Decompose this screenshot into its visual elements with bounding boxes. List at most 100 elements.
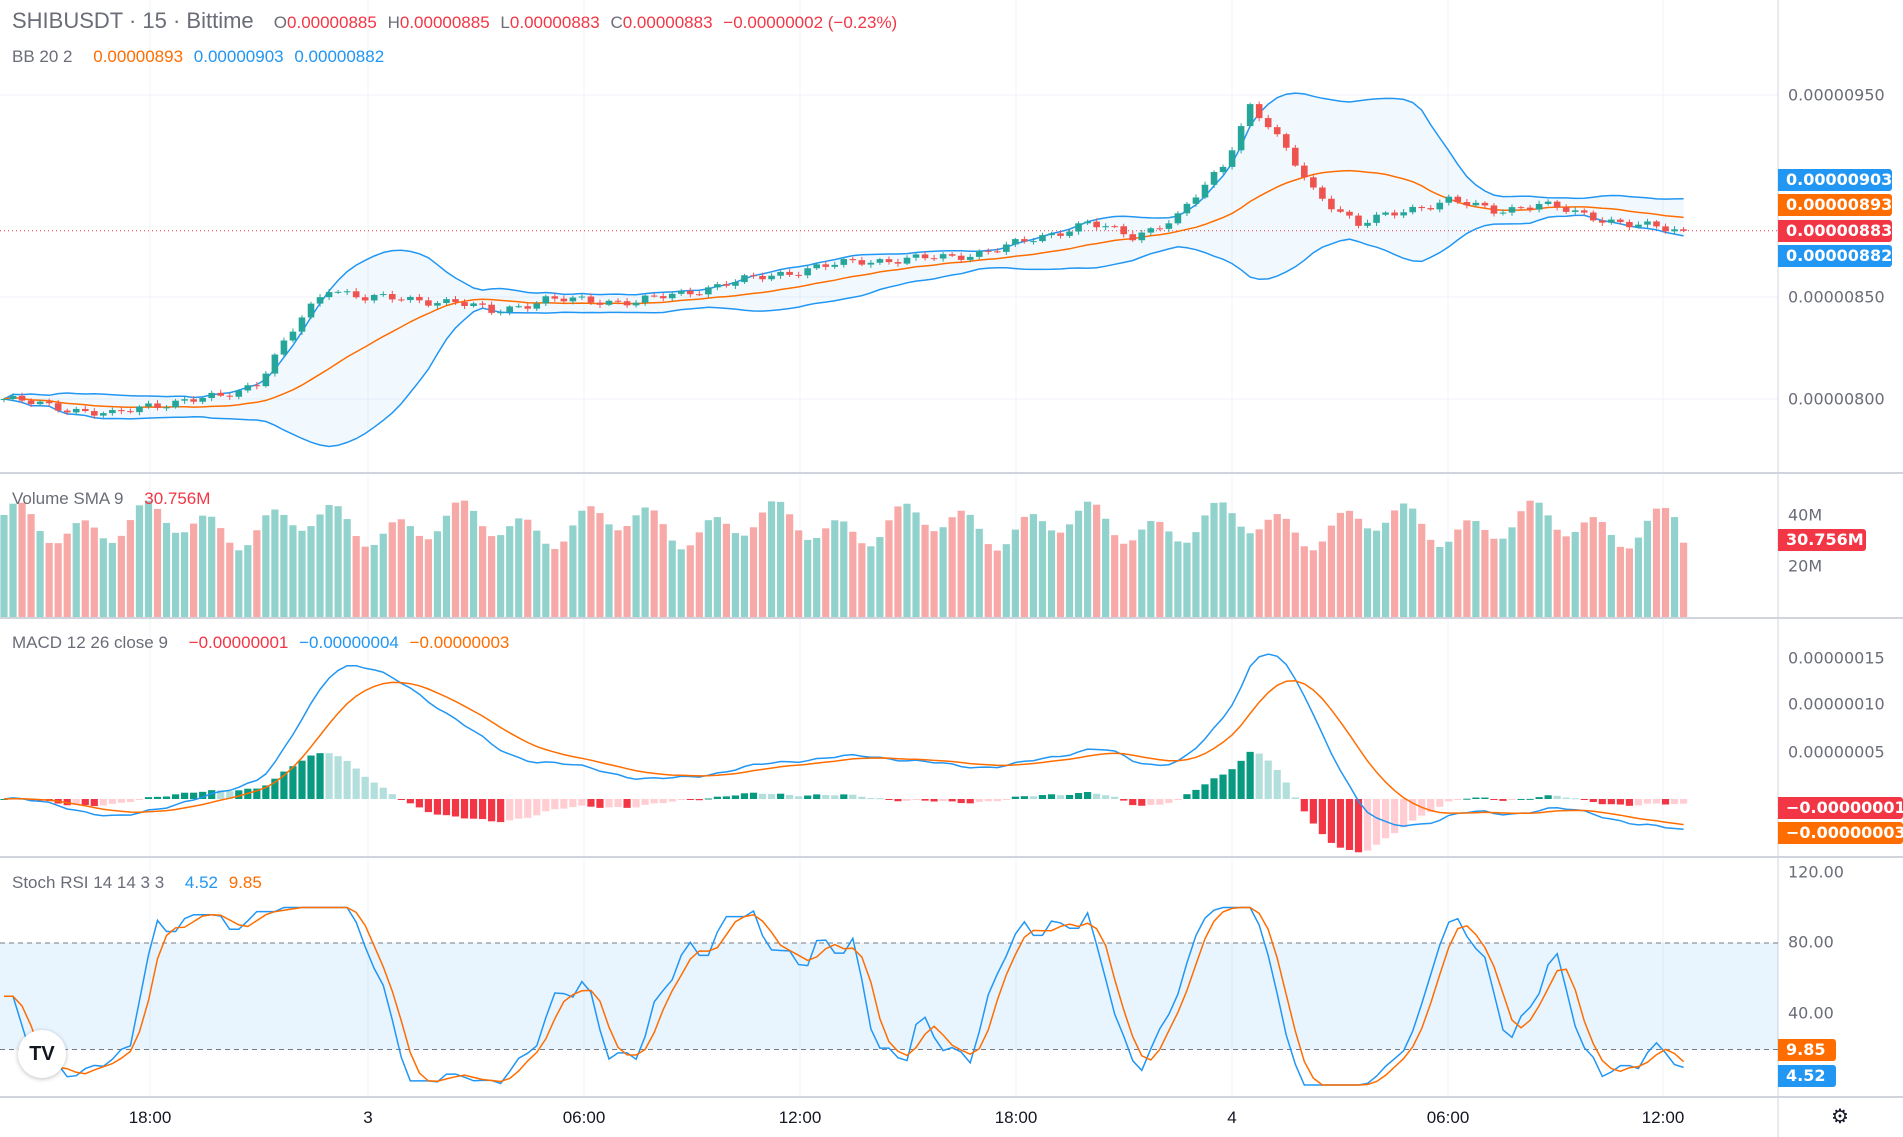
macd-histogram-bar — [993, 799, 1001, 802]
macd-histogram-bar — [81, 799, 89, 806]
macd-hist-value: −0.00000001 — [188, 633, 289, 652]
macd-histogram-bar — [226, 791, 234, 799]
candle-body — [939, 254, 947, 259]
macd-histogram-bar — [578, 799, 586, 806]
open-value: 0.00000885 — [287, 13, 377, 32]
volume-bar — [786, 514, 794, 617]
volume-bar — [1102, 518, 1110, 617]
stoch-d-line — [4, 906, 1685, 1086]
candle-body — [1508, 207, 1516, 213]
volume-bar — [1391, 510, 1399, 617]
macd-hist-tag: −0.00000001 — [1778, 797, 1903, 819]
settings-icon[interactable]: ⚙ — [1831, 1106, 1849, 1128]
macd-histogram-bar — [1436, 799, 1444, 807]
stoch-name: Stoch RSI 14 14 3 3 — [12, 873, 165, 892]
stoch-k-line — [4, 906, 1684, 1086]
tradingview-logo[interactable]: TV — [18, 1030, 66, 1078]
open-label: O — [273, 13, 288, 32]
candle-body — [849, 259, 857, 261]
volume-bar — [244, 545, 252, 617]
volume-bar — [235, 550, 243, 617]
bb-legend[interactable]: BB 20 2 0.00000893 0.00000903 0.00000882 — [12, 47, 390, 67]
volume-bar — [1535, 502, 1543, 617]
macd-histogram-bar — [99, 799, 107, 806]
volume-bar — [1219, 502, 1227, 617]
macd-histogram-bar — [767, 794, 776, 799]
volume-bar — [1156, 521, 1164, 617]
volume-value: 30.756M — [144, 489, 211, 508]
candle-body — [1319, 187, 1326, 199]
candle-body — [1653, 221, 1660, 227]
macd-histogram-bar — [162, 796, 171, 799]
volume-bar — [1363, 528, 1372, 617]
time-axis-label: 18:00 — [128, 1108, 172, 1127]
macd-legend[interactable]: MACD 12 26 close 9 −0.00000001 −0.000000… — [12, 633, 515, 653]
macd-histogram-bar — [1661, 799, 1670, 805]
macd-histogram-bar — [776, 793, 785, 799]
macd-histogram-bar — [424, 799, 433, 813]
volume-bar — [81, 520, 89, 617]
macd-histogram-bar — [1318, 799, 1326, 835]
candle-body — [1626, 221, 1633, 228]
candle-body — [723, 284, 730, 286]
candle-body — [813, 264, 820, 269]
candle-body — [235, 390, 243, 397]
candle-body — [307, 303, 315, 318]
volume-bar — [478, 526, 487, 617]
macd-histogram-bar — [713, 796, 721, 799]
volume-bar — [1553, 529, 1561, 617]
candle-body — [352, 291, 360, 298]
macd-histogram-bar — [1625, 799, 1633, 806]
macd-histogram-bar — [442, 799, 451, 816]
candle-body — [732, 282, 739, 286]
macd-histogram-bar — [966, 799, 974, 804]
macd-histogram-bar — [217, 790, 225, 799]
volume-bar — [379, 533, 387, 617]
candle-body — [72, 408, 80, 413]
macd-histogram-bar — [1336, 799, 1345, 848]
macd-histogram-bar — [235, 790, 243, 799]
volume-bar — [1418, 523, 1426, 617]
candle-body — [289, 331, 297, 341]
volume-bar — [1652, 508, 1661, 617]
macd-signal-tag: −0.00000003 — [1778, 822, 1903, 844]
candle-body — [1391, 212, 1398, 216]
macd-histogram-bar — [867, 798, 875, 800]
symbol-title[interactable]: SHIBUSDT · 15 · Bittime — [12, 8, 254, 33]
candle-body — [434, 303, 441, 306]
volume-bar — [569, 525, 577, 617]
volume-bar — [298, 530, 306, 617]
candle-body — [1427, 208, 1435, 210]
volume-legend[interactable]: Volume SMA 9 30.756M — [12, 489, 216, 509]
candle-body — [524, 306, 532, 309]
volume-bar — [551, 548, 559, 617]
candle-body — [1147, 228, 1155, 233]
candle-body — [1291, 147, 1299, 166]
time-axis-label: 3 — [363, 1108, 373, 1127]
candle-body — [741, 275, 748, 283]
candle-body — [768, 275, 775, 280]
last-price-tag: 0.00000883 — [1778, 220, 1892, 242]
candle-body — [398, 299, 405, 301]
candle-body — [1535, 203, 1543, 210]
volume-bar — [72, 523, 80, 617]
volume-bar — [984, 544, 992, 617]
candle-body — [1246, 104, 1254, 127]
bb-upper-tag: 0.00000903 — [1778, 169, 1892, 191]
macd-histogram-bar — [1508, 799, 1516, 800]
volume-bar — [1291, 532, 1299, 617]
macd-histogram-bar — [1535, 797, 1543, 799]
candles — [0, 101, 1687, 419]
candle-body — [244, 385, 252, 391]
volume-bar — [1454, 529, 1462, 617]
candle-body — [1129, 234, 1137, 241]
stoch-legend[interactable]: Stoch RSI 14 14 3 3 4.52 9.85 — [12, 873, 268, 893]
volume-bar — [1183, 542, 1191, 617]
macd-histogram-bar — [786, 794, 794, 799]
candle-body — [407, 296, 414, 301]
macd-histogram-bar — [894, 799, 902, 802]
volume-bar — [650, 510, 658, 617]
volume-bar — [289, 525, 297, 617]
candle-body — [632, 302, 640, 306]
